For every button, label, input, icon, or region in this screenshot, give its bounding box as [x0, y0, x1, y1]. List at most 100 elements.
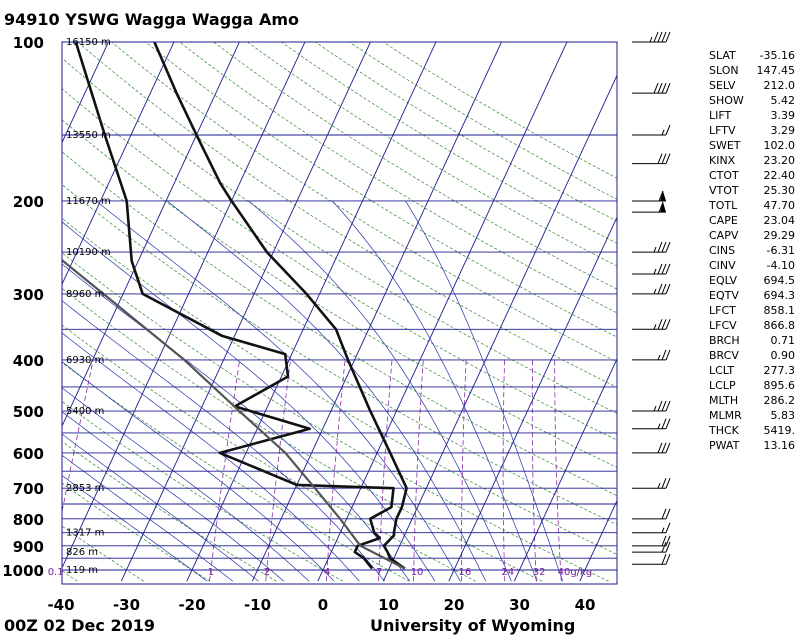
mixing-ratio-label: 4 — [324, 567, 330, 578]
index-row: CTOT 22.40 — [709, 168, 795, 183]
dry-adiabat — [62, 482, 211, 582]
index-row: PWAT 13.16 — [709, 438, 795, 453]
pressure-tick-label: 300 — [13, 286, 44, 304]
mixing-ratio-line — [62, 359, 94, 515]
index-key: EQLV — [709, 274, 738, 287]
wind-barb — [632, 522, 671, 534]
index-value: -4.10 — [766, 259, 795, 272]
dewpoint-trace — [74, 42, 395, 570]
wind-barb — [632, 153, 671, 165]
moist-adiabat — [62, 221, 436, 582]
index-value: -6.31 — [766, 244, 795, 257]
index-key: THCK — [709, 424, 739, 437]
index-key: LFTV — [709, 124, 736, 137]
skewed-isotherms — [0, 30, 617, 582]
index-key: MLMR — [709, 409, 742, 422]
height-label: 826 m — [66, 547, 98, 558]
index-row: TOTL 47.70 — [709, 198, 795, 213]
mixing-ratio-line — [531, 359, 537, 582]
isotherm — [513, 357, 617, 582]
temperature-tick-label: -30 — [113, 596, 140, 614]
mixing-ratio-line — [461, 359, 467, 582]
index-row: LCLT 277.3 — [709, 363, 795, 378]
index-key: VTOT — [709, 184, 739, 197]
isotherm — [62, 42, 109, 144]
index-row: KINX 23.20 — [709, 153, 795, 168]
wind-barb — [632, 319, 671, 330]
pressure-tick-label: 100 — [13, 34, 44, 52]
index-row: SLON 147.45 — [709, 63, 795, 78]
wind-barb — [632, 541, 671, 553]
index-row: VTOT 25.30 — [709, 183, 795, 198]
height-label: 2853 m — [66, 483, 104, 494]
index-row: MLMR 5.83 — [709, 408, 795, 423]
moist-adiabat — [62, 454, 234, 582]
wind-barbs — [632, 31, 671, 565]
index-key: SHOW — [709, 94, 744, 107]
index-row: SLAT -35.16 — [709, 48, 795, 63]
mixing-ratio-line — [502, 359, 506, 582]
mixing-ratio-line — [325, 359, 346, 582]
dry-adiabat — [62, 57, 617, 414]
moist-adiabat — [405, 200, 564, 582]
index-key: CAPE — [709, 214, 738, 227]
dry-adiabat — [62, 252, 609, 582]
index-row: LFCV 866.8 — [709, 318, 795, 333]
moist-adiabat — [248, 200, 512, 582]
index-value: 29.29 — [763, 229, 796, 242]
index-row: SELV 212.0 — [709, 78, 795, 93]
wind-barb — [632, 418, 671, 430]
index-value: 5.42 — [770, 94, 796, 107]
index-key: LCLP — [709, 379, 736, 392]
index-value: 0.90 — [770, 349, 796, 362]
index-value: 212.0 — [763, 79, 796, 92]
isotherm — [448, 216, 617, 582]
height-label: 5400 m — [66, 406, 104, 417]
height-label: 10190 m — [66, 247, 111, 258]
index-row: LIFT 3.39 — [709, 108, 795, 123]
index-key: KINX — [709, 154, 736, 167]
isotherm — [0, 30, 48, 581]
temperature-trace — [153, 42, 408, 570]
mixing-ratio-label: 40g/kg — [558, 567, 593, 578]
isotherm — [62, 42, 175, 286]
wind-barb — [632, 124, 671, 136]
index-row: LFTV 3.29 — [709, 123, 795, 138]
pressure-tick-label: 600 — [13, 445, 44, 463]
dry-adiabat — [62, 525, 144, 582]
dry-adiabat — [62, 119, 617, 468]
dry-adiabat — [212, 42, 617, 290]
index-value: 3.39 — [770, 109, 796, 122]
index-key: CTOT — [709, 169, 739, 182]
index-row: MLTH 286.2 — [709, 393, 795, 408]
height-label: 8960 m — [66, 289, 104, 300]
height-label: 13550 m — [66, 130, 111, 141]
dry-adiabat — [246, 42, 617, 267]
pressure-tick-label: 800 — [13, 511, 44, 529]
index-value: 0.71 — [770, 334, 796, 347]
mixing-ratio-label: 16 — [459, 567, 472, 578]
temperature-tick-label: 0 — [318, 596, 328, 614]
dry-adiabat — [62, 88, 617, 441]
index-row: THCK 5419. — [709, 423, 795, 438]
mixing-ratio-label: 0.1 — [48, 567, 64, 578]
height-label: 6930 m — [66, 355, 104, 366]
moist-adiabat — [62, 300, 385, 582]
index-value: 147.45 — [756, 64, 796, 77]
height-label: 16150 m — [66, 37, 111, 48]
temperature-tick-label: 30 — [509, 596, 530, 614]
index-value: -35.16 — [759, 49, 795, 62]
wind-barb — [632, 82, 671, 94]
index-key: EQTV — [709, 289, 739, 302]
wind-barb — [632, 349, 671, 361]
observation-time: 00Z 02 Dec 2019 — [4, 616, 155, 635]
moist-adiabat — [62, 433, 259, 582]
temperature-tick-label: 10 — [378, 596, 399, 614]
isotherm — [382, 74, 617, 582]
index-value: 13.16 — [763, 439, 796, 452]
index-key: MLTH — [709, 394, 739, 407]
index-value: 5419. — [763, 424, 796, 437]
index-row: SHOW 5.42 — [709, 93, 795, 108]
index-key: BRCH — [709, 334, 740, 347]
index-value: 5.83 — [770, 409, 796, 422]
